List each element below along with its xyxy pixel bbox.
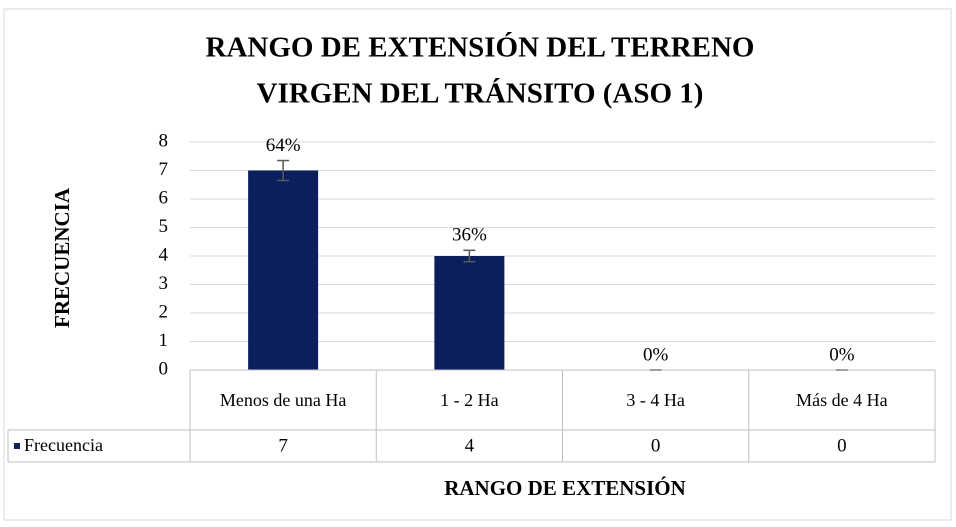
x-axis-title: RANGO DE EXTENSIÓN — [444, 476, 686, 500]
y-tick-label: 1 — [159, 330, 169, 351]
data-label: 0% — [643, 344, 669, 365]
y-tick-label: 3 — [159, 273, 169, 294]
table-value: 0 — [651, 435, 661, 456]
data-label: 36% — [452, 225, 487, 246]
bar — [434, 256, 505, 370]
x-tick-label-box: 1 - 2 Ha — [440, 389, 499, 410]
x-tick-label-box: 3 - 4 Ha — [626, 389, 685, 410]
error-bar — [463, 249, 476, 263]
y-tick-label: 4 — [159, 244, 169, 265]
error-bar — [277, 159, 290, 182]
x-tick-label: Menos de una Ha — [219, 389, 347, 410]
y-tick-label: 8 — [159, 130, 169, 151]
data-label: 0% — [829, 344, 855, 365]
chart-title: RANGO DE EXTENSIÓN DEL TERRENO — [206, 31, 755, 64]
table-value: 7 — [278, 435, 288, 456]
data-label: 64% — [266, 135, 301, 156]
x-tick-label: Más de 4 Ha — [796, 389, 888, 410]
y-tick-label: 0 — [159, 358, 169, 379]
chart-title: VIRGEN DEL TRÁNSITO (ASO 1) — [257, 77, 704, 110]
x-tick-label: 1 - 2 Ha — [440, 389, 499, 410]
y-tick-label: 7 — [159, 159, 169, 180]
table-value: 0 — [837, 435, 847, 456]
bar — [248, 170, 319, 370]
y-tick-label: 5 — [159, 216, 169, 237]
y-axis-title: FRECUENCIA — [50, 187, 74, 328]
table-value: 4 — [465, 435, 475, 456]
y-tick-label: 6 — [159, 187, 169, 208]
legend-label: Frecuencia — [24, 435, 103, 455]
x-tick-label: 3 - 4 Ha — [626, 389, 685, 410]
x-tick-label-box: Menos de una Ha — [219, 389, 347, 410]
y-tick-label: 2 — [159, 301, 169, 322]
x-tick-label-box: Más de 4 Ha — [796, 389, 888, 410]
legend-key — [14, 443, 20, 449]
